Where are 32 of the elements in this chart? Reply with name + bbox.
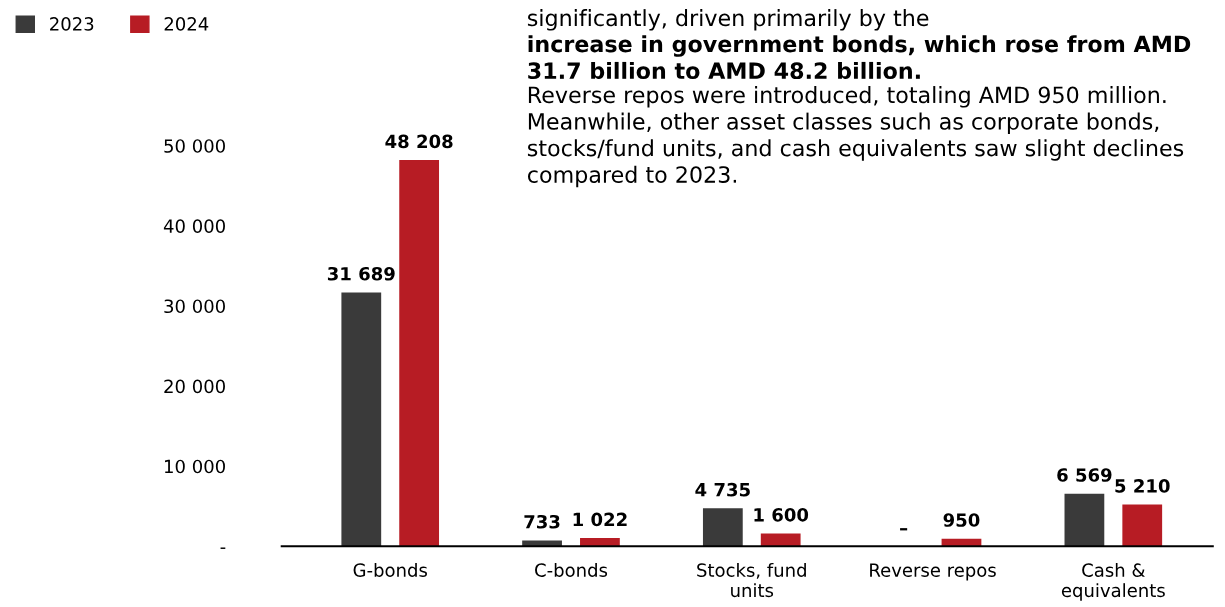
text: increase in government bonds, which rose from AMD 31.7 billion to AMD 48.2 billion. bbox=[528, 35, 1191, 80]
data-label: 4 735 bbox=[695, 482, 750, 497]
data-label: 6 569 bbox=[1057, 468, 1112, 482]
y-tick-label: 50 000 bbox=[164, 139, 225, 153]
data-label: 31 689 bbox=[327, 266, 395, 281]
bar bbox=[1122, 504, 1163, 547]
legend-label: 2024 bbox=[164, 17, 209, 31]
bar bbox=[760, 533, 801, 547]
y-tick-label: 20 000 bbox=[164, 379, 225, 394]
y-tick-label: 30 000 bbox=[164, 299, 225, 314]
text: – bbox=[900, 528, 908, 531]
y-tick-label: - bbox=[220, 547, 226, 549]
data-label: 1 022 bbox=[573, 512, 627, 527]
bar bbox=[1064, 493, 1105, 547]
y-tick-label: 40 000 bbox=[163, 219, 225, 233]
x-tick-label: Stocks, fund units bbox=[697, 562, 806, 598]
x-tick-label: Reverse repos bbox=[870, 563, 996, 581]
data-label: 48 208 bbox=[385, 134, 453, 149]
annotation: Reverse repos were introduced, totaling AMD 950 million. Meanwhile, other asset classes such as corporate bonds, stocks/fund units, and cash equivalents saw slight declines compared to 2023. bbox=[527, 86, 1184, 188]
x-tick-label: C-bonds bbox=[535, 562, 608, 577]
bar bbox=[341, 292, 382, 547]
bar bbox=[702, 508, 743, 547]
data-label: 1 600 bbox=[754, 507, 809, 522]
bar bbox=[399, 160, 440, 547]
x-tick-label: G-bonds bbox=[353, 562, 427, 577]
data-label: 950 bbox=[943, 513, 980, 527]
y-tick-label: 10 000 bbox=[165, 459, 225, 474]
text: significantly, driven primarily by the bbox=[527, 9, 929, 31]
x-tick-label: Cash & equivalents bbox=[1061, 562, 1165, 601]
data-label: 733 bbox=[524, 514, 560, 529]
data-label: 5 210 bbox=[1115, 479, 1170, 493]
legend-label: 2023 bbox=[50, 17, 94, 31]
